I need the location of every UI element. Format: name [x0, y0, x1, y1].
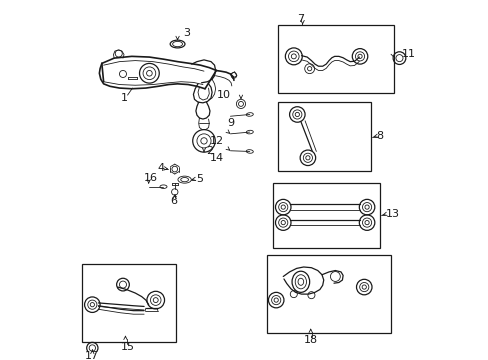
Bar — [267, 255, 390, 333]
Bar — [82, 264, 176, 342]
Text: 18: 18 — [303, 335, 317, 345]
Text: 6: 6 — [169, 196, 177, 206]
Text: 15: 15 — [120, 342, 134, 352]
Text: 9: 9 — [227, 118, 234, 128]
Bar — [277, 102, 370, 171]
Text: 16: 16 — [144, 173, 158, 183]
Text: 12: 12 — [210, 136, 224, 146]
Text: 14: 14 — [210, 153, 224, 163]
Text: 3: 3 — [183, 28, 189, 39]
Text: 1: 1 — [120, 93, 127, 103]
Text: 5: 5 — [196, 174, 203, 184]
Text: 8: 8 — [376, 131, 383, 141]
Text: 10: 10 — [216, 90, 230, 100]
Text: 17: 17 — [85, 351, 99, 360]
Text: 13: 13 — [385, 209, 399, 219]
Text: 2: 2 — [206, 146, 213, 156]
Bar — [272, 183, 379, 248]
Text: 11: 11 — [402, 49, 415, 59]
Text: 7: 7 — [296, 14, 303, 24]
Bar — [277, 24, 393, 93]
Text: 4: 4 — [157, 163, 164, 173]
